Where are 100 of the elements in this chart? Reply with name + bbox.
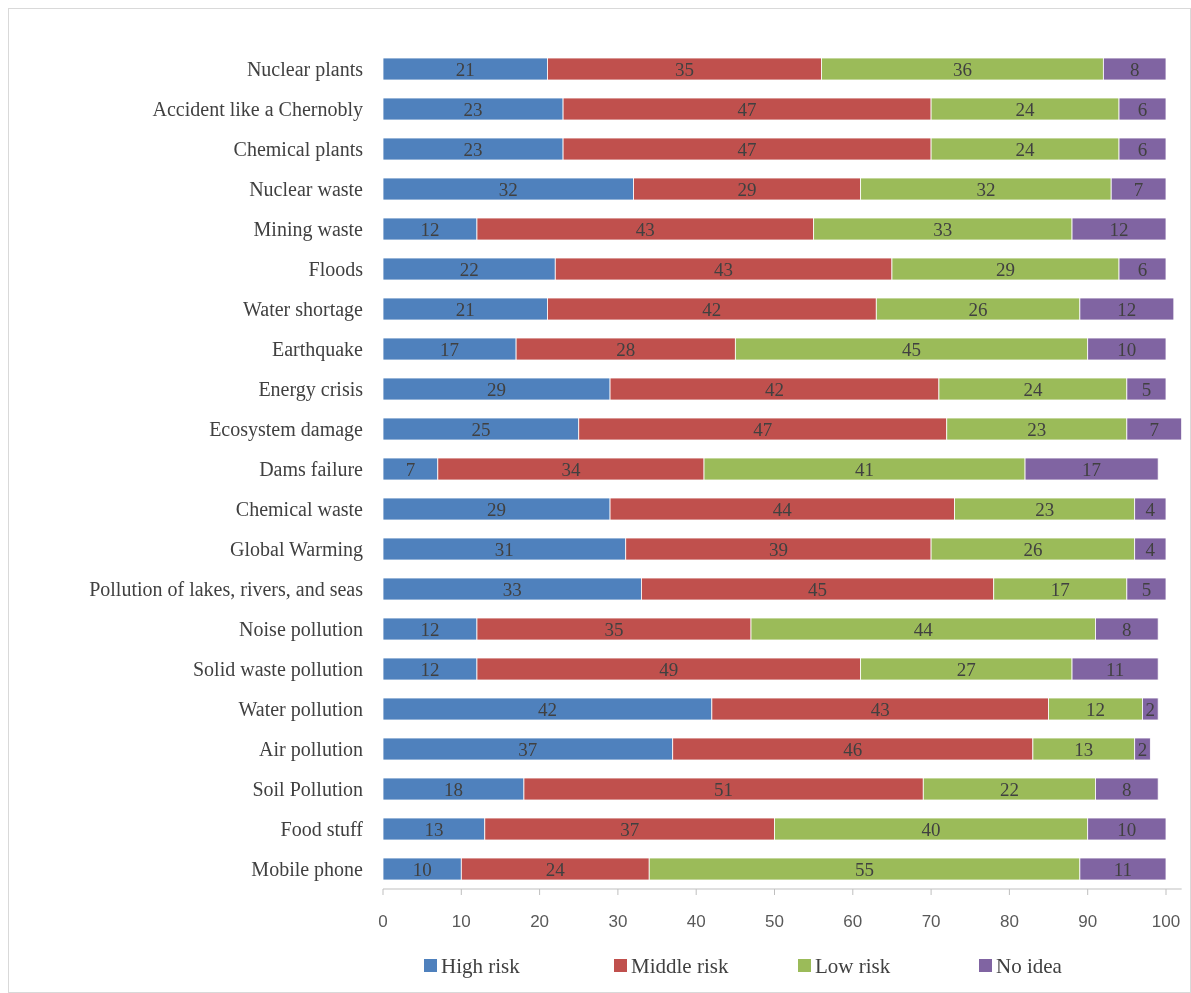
data-label: 40 — [921, 818, 941, 840]
y-tick-label: Chemical plants — [233, 138, 364, 161]
data-label: 13 — [1074, 738, 1094, 760]
data-label: 33 — [502, 578, 522, 600]
data-label: 10 — [1117, 818, 1137, 840]
data-label: 27 — [956, 658, 976, 680]
data-label: 35 — [604, 618, 624, 640]
data-label: 32 — [498, 178, 518, 200]
data-label: 17 — [1082, 458, 1102, 480]
data-label: 22 — [459, 258, 479, 280]
y-tick-label: Earthquake — [271, 338, 364, 361]
data-label: 7 — [405, 458, 416, 480]
y-tick-label: Accident like a Chernobly — [152, 98, 363, 121]
x-tick-label: 80 — [999, 911, 1019, 931]
data-label: 51 — [714, 778, 734, 800]
data-label: 47 — [737, 138, 757, 160]
x-tick-label: 30 — [608, 911, 628, 931]
data-label: 17 — [1050, 578, 1070, 600]
data-label: 5 — [1141, 378, 1152, 400]
data-label: 29 — [995, 258, 1015, 280]
data-label: 37 — [620, 818, 640, 840]
data-label: 35 — [674, 58, 694, 80]
data-label: 12 — [1109, 218, 1129, 240]
y-tick-label: Floods — [308, 258, 364, 280]
legend-label: Middle risk — [631, 953, 729, 978]
y-tick-label: Dams failure — [259, 458, 364, 480]
data-label: 13 — [424, 818, 444, 840]
x-tick-label: 60 — [843, 911, 863, 931]
x-tick-label: 70 — [921, 911, 941, 931]
y-tick-label: Chemical waste — [235, 498, 364, 520]
data-label: 2 — [1145, 698, 1156, 720]
data-label: 4 — [1145, 498, 1156, 520]
data-label: 22 — [999, 778, 1019, 800]
data-label: 42 — [702, 298, 722, 320]
data-label: 31 — [494, 538, 514, 560]
x-tick-label: 0 — [378, 911, 388, 931]
data-label: 43 — [714, 258, 734, 280]
data-label: 12 — [1117, 298, 1137, 320]
data-label: 7 — [1133, 178, 1144, 200]
data-label: 10 — [412, 858, 432, 880]
data-label: 4 — [1145, 538, 1156, 560]
data-label: 39 — [768, 538, 788, 560]
data-label: 26 — [1023, 538, 1043, 560]
y-tick-label: Solid waste pollution — [193, 658, 363, 681]
y-tick-label: Water shortage — [243, 298, 364, 321]
data-label: 47 — [753, 418, 773, 440]
x-tick-label: 50 — [765, 911, 784, 931]
data-label: 26 — [968, 298, 988, 320]
data-label: 21 — [455, 298, 475, 320]
data-label: 18 — [443, 778, 463, 800]
data-label: 49 — [659, 658, 679, 680]
y-tick-label: Food stuff — [280, 818, 364, 840]
y-tick-label: Mobile phone — [251, 858, 364, 881]
x-tick-label: 20 — [530, 911, 550, 931]
y-tick-label: Nuclear plants — [246, 58, 364, 81]
y-tick-label: Nuclear waste — [249, 178, 364, 200]
x-tick-label: 40 — [686, 911, 706, 931]
data-label: 6 — [1137, 138, 1148, 160]
x-tick-label: 90 — [1078, 911, 1098, 931]
y-tick-label: Energy crisis — [258, 378, 364, 401]
y-tick-label: Water pollution — [238, 698, 363, 721]
data-label: 36 — [952, 58, 972, 80]
data-label: 23 — [1035, 498, 1055, 520]
data-label: 41 — [855, 458, 875, 480]
data-label: 11 — [1105, 658, 1125, 680]
data-label: 12 — [420, 218, 440, 240]
data-label: 12 — [1086, 698, 1106, 720]
data-label: 23 — [1027, 418, 1047, 440]
y-tick-label: Ecosystem damage — [209, 418, 364, 441]
data-label: 42 — [765, 378, 784, 400]
data-label: 28 — [616, 338, 636, 360]
data-label: 44 — [772, 498, 793, 520]
x-tick-label: 10 — [451, 911, 471, 931]
y-tick-label: Global Warming — [230, 538, 363, 561]
data-label: 24 — [1015, 98, 1036, 120]
data-label: 43 — [635, 218, 655, 240]
data-label: 29 — [737, 178, 757, 200]
data-label: 6 — [1137, 98, 1148, 120]
data-label: 10 — [1117, 338, 1137, 360]
data-label: 11 — [1113, 858, 1133, 880]
y-tick-label: Pollution of lakes, rivers, and seas — [89, 578, 364, 600]
data-label: 42 — [537, 698, 557, 720]
data-label: 24 — [545, 858, 566, 880]
data-label: 8 — [1122, 778, 1132, 800]
data-label: 6 — [1137, 258, 1148, 280]
data-label: 12 — [420, 658, 440, 680]
legend-label: No idea — [996, 953, 1063, 978]
data-label: 5 — [1141, 578, 1152, 600]
data-label: 23 — [463, 138, 483, 160]
data-label: 33 — [933, 218, 953, 240]
x-tick-label: 100 — [1151, 911, 1181, 931]
y-tick-label: Noise pollution — [239, 618, 363, 641]
data-label: 2 — [1137, 738, 1148, 760]
data-label: 29 — [487, 498, 507, 520]
data-label: 24 — [1015, 138, 1036, 160]
data-label: 8 — [1129, 58, 1140, 80]
data-label: 7 — [1149, 418, 1160, 440]
data-label: 44 — [913, 618, 934, 640]
legend-label: Low risk — [815, 953, 891, 978]
data-label: 47 — [737, 98, 757, 120]
